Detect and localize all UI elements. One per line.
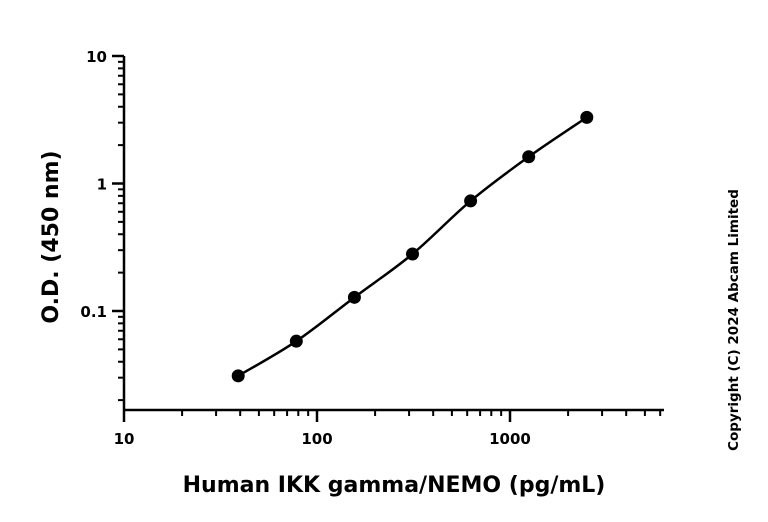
x-axis-title: Human IKK gamma/NEMO (pg/mL) <box>183 473 606 498</box>
data-point <box>464 194 478 208</box>
x-tick-label: 10 <box>114 430 135 448</box>
x-tick-label: 1000 <box>489 430 531 448</box>
data-point <box>231 369 245 383</box>
y-axis-title: O.D. (450 nm) <box>39 150 64 323</box>
data-point <box>406 247 420 261</box>
y-tick-label: 1 <box>97 176 107 194</box>
y-axis: 0.1 1 10 <box>80 48 126 410</box>
x-axis: 10 100 1000 <box>114 408 664 448</box>
copyright-text: Copyright (C) 2024 Abcam Limited <box>726 189 742 451</box>
y-tick-label: 0.1 <box>80 303 107 321</box>
data-point <box>580 110 594 124</box>
data-points-layer <box>231 110 594 383</box>
data-point <box>522 150 536 164</box>
data-point <box>289 334 303 348</box>
data-point <box>347 290 361 304</box>
y-tick-label: 10 <box>86 48 107 66</box>
x-tick-label: 100 <box>301 430 332 448</box>
